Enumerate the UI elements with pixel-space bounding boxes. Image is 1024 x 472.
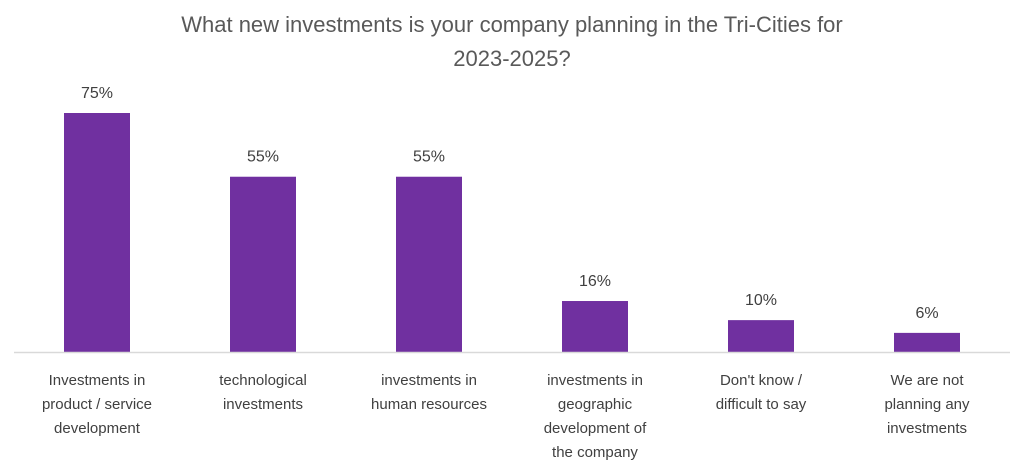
chart-title-line: What new investments is your company pla… <box>181 12 843 37</box>
chart-title: What new investments is your company pla… <box>181 12 843 71</box>
category-label-line: investments in <box>381 372 477 389</box>
category-label: technological investments <box>219 372 307 413</box>
bar <box>396 176 462 352</box>
bar <box>894 332 960 352</box>
chart-title-line: 2023-2025? <box>453 46 570 71</box>
category-label: Don't know / difficult to say <box>716 372 807 413</box>
data-label: 16% <box>579 273 611 290</box>
category-label-line: planning any <box>884 396 970 413</box>
category-label-line: geographic <box>558 396 633 413</box>
category-label-line: technological <box>219 372 307 389</box>
category-labels: Investments in product / service developme… <box>42 372 970 461</box>
category-label-line: We are not <box>890 372 964 389</box>
category-label-line: human resources <box>371 396 487 413</box>
bar <box>64 113 130 352</box>
data-labels: 75% 55% 55% 16% 10% 6% <box>81 85 939 322</box>
category-label-line: the company <box>552 444 638 461</box>
category-label-line: investments <box>887 420 967 437</box>
bars <box>64 113 960 352</box>
data-label: 6% <box>915 305 938 322</box>
category-label: investments in geographic development of th… <box>544 372 647 461</box>
category-label-line: investments <box>223 396 303 413</box>
data-label: 55% <box>247 149 279 166</box>
category-label-line: Investments in <box>49 372 146 389</box>
data-label: 75% <box>81 85 113 102</box>
bar <box>562 301 628 352</box>
bar <box>728 320 794 352</box>
category-label-line: difficult to say <box>716 396 807 413</box>
bar <box>230 176 296 352</box>
category-label: Investments in product / service developme… <box>42 372 152 437</box>
category-label: We are not planning any investments <box>884 372 970 437</box>
category-label-line: product / service <box>42 396 152 413</box>
category-label: investments in human resources <box>371 372 487 413</box>
category-label-line: investments in <box>547 372 643 389</box>
category-label-line: development <box>54 420 141 437</box>
category-label-line: Don't know / <box>720 372 803 389</box>
data-label: 10% <box>745 292 777 309</box>
category-label-line: development of <box>544 420 647 437</box>
data-label: 55% <box>413 149 445 166</box>
